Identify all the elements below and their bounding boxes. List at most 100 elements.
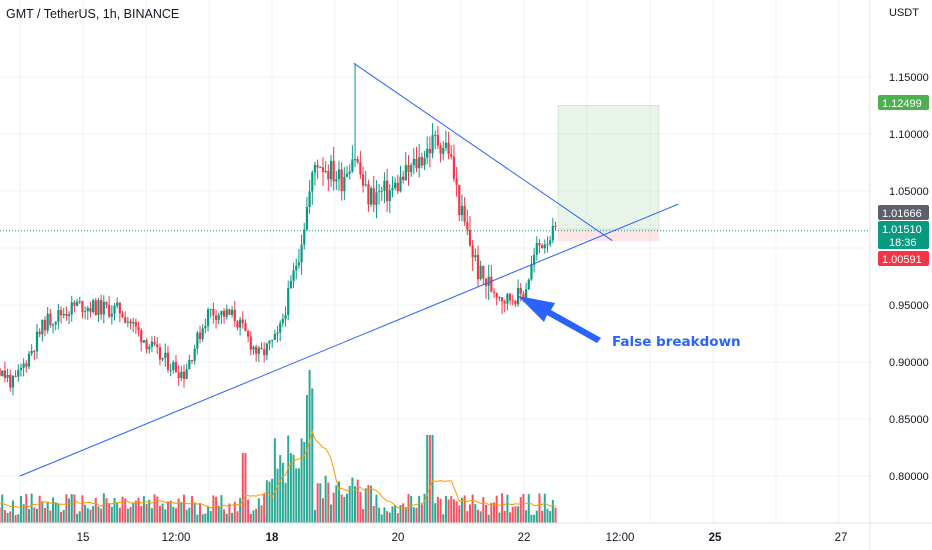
candle-body <box>311 172 314 192</box>
volume-bar <box>439 498 442 523</box>
candle-body <box>527 279 530 290</box>
candle-body <box>343 176 346 192</box>
candle <box>169 363 172 377</box>
candle <box>148 344 151 354</box>
volume-bar <box>468 504 471 523</box>
volume-bar <box>458 505 461 523</box>
candle-body <box>142 340 145 343</box>
trendline-ascending-support[interactable] <box>19 203 679 477</box>
position-profit-zone[interactable] <box>557 105 660 230</box>
candle <box>311 170 314 206</box>
candle-body <box>439 145 442 154</box>
candle <box>129 318 132 330</box>
candle <box>185 363 188 380</box>
annotation-false-breakdown: False breakdown <box>612 334 741 350</box>
price-label-entry <box>878 205 929 220</box>
candle <box>51 323 55 334</box>
candle-body <box>27 353 31 367</box>
volume-bar <box>182 494 185 523</box>
volume-bar <box>97 506 100 523</box>
candle-body <box>116 302 119 306</box>
candle <box>57 303 60 330</box>
candle-body <box>193 348 196 361</box>
candle <box>329 154 333 187</box>
candle-body <box>81 301 84 313</box>
candle-body <box>378 191 381 193</box>
candle-body <box>447 142 450 155</box>
candle <box>327 164 330 192</box>
volume-bar <box>493 502 496 523</box>
candle <box>476 245 480 287</box>
candle-body <box>166 352 170 370</box>
time-axis[interactable]: 15 12:00 18 20 22 12:00 25 27 <box>0 522 932 544</box>
volume-bar <box>193 503 196 523</box>
candle-body <box>303 229 306 245</box>
candle-body <box>252 346 255 350</box>
candle <box>541 243 544 249</box>
volume-bar <box>188 507 191 523</box>
candle <box>65 306 68 321</box>
volume-bar <box>351 477 354 523</box>
candle <box>97 297 100 322</box>
time-tick-label: 20 <box>392 532 405 544</box>
candle <box>6 368 9 383</box>
candle <box>27 351 31 370</box>
volume-bar <box>1 494 4 523</box>
candle-body <box>196 332 199 349</box>
candle-body <box>67 314 71 316</box>
price-axis[interactable]: 1.15000 1.10000 1.05000 0.95000 0.90000 0.850… <box>869 0 929 550</box>
candle <box>452 144 456 183</box>
volume-bar <box>372 506 375 523</box>
volume-bar <box>535 510 538 523</box>
position-loss-zone[interactable] <box>558 229 659 242</box>
candle-body <box>75 301 79 306</box>
candle-body <box>239 319 242 328</box>
volume-bar <box>249 514 252 523</box>
candle-body <box>514 300 517 305</box>
trendline-descending-resistance[interactable] <box>353 62 613 242</box>
candle <box>343 167 346 200</box>
candle <box>236 320 239 331</box>
volume-bar <box>410 495 413 523</box>
candle-body <box>217 315 220 320</box>
volume-bar <box>148 499 151 523</box>
candle <box>455 166 458 197</box>
candle-body <box>244 322 247 331</box>
volume-bar <box>92 506 95 523</box>
volume-bar <box>164 509 167 523</box>
volume-bar <box>126 508 129 523</box>
candle-body <box>140 330 143 343</box>
volume-bar <box>94 497 97 523</box>
candle-body <box>228 309 231 315</box>
candle <box>484 278 488 299</box>
candle <box>161 357 164 362</box>
candle-body <box>89 307 92 313</box>
price-tick-label: 0.95000 <box>889 300 929 312</box>
candle-body <box>423 157 426 166</box>
candle <box>321 157 325 186</box>
volume-bar <box>102 493 105 523</box>
volume-bar <box>284 482 287 523</box>
volume-bar <box>402 503 405 523</box>
candle <box>372 175 375 213</box>
volume-bar <box>89 509 92 523</box>
candle-body <box>506 293 509 304</box>
volume-bar <box>116 503 119 523</box>
candle <box>538 239 541 254</box>
candle <box>73 300 76 313</box>
candle-body <box>153 341 156 345</box>
volume-bar <box>81 495 84 523</box>
candle-body <box>132 322 135 324</box>
candle-body <box>364 184 367 186</box>
candle <box>124 311 127 324</box>
candle-body <box>126 321 129 323</box>
candle-body <box>450 154 453 157</box>
candle <box>479 260 482 281</box>
candle-body <box>380 190 383 192</box>
candle <box>279 320 282 342</box>
candle <box>305 196 309 231</box>
volume-bar <box>150 508 153 523</box>
volume-bar <box>145 503 148 523</box>
candle <box>263 342 266 363</box>
